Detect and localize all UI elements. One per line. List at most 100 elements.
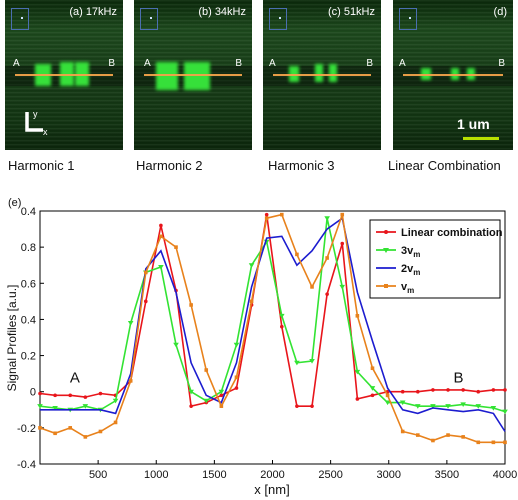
data-point [325, 256, 329, 260]
series-line-2 [40, 216, 506, 432]
data-point [143, 299, 148, 304]
data-point [219, 404, 224, 408]
data-point [446, 388, 450, 392]
y-axis-label: Signal Profiles [a.u.] [5, 285, 19, 392]
data-point [37, 404, 43, 409]
legend-box [369, 219, 501, 299]
inset-box [11, 8, 29, 30]
data-point [68, 426, 73, 430]
harmonic-label-2: Harmonic 2 [136, 158, 203, 173]
data-point [279, 313, 285, 319]
data-point [159, 234, 163, 239]
point-annotation: A [70, 370, 80, 387]
data-point [98, 391, 103, 396]
data-point [461, 435, 465, 439]
data-point [174, 245, 178, 249]
data-point [416, 389, 420, 394]
profile-line [273, 74, 371, 76]
axis-x-glyph: x [43, 127, 48, 136]
data-point [325, 292, 329, 296]
point-a-label: A [144, 58, 151, 69]
data-point [461, 388, 465, 392]
x-tick-label: 3000 [377, 469, 401, 481]
data-point [203, 398, 210, 404]
profile-line [15, 74, 113, 76]
data-point [295, 252, 299, 257]
y-tick-label: 0.2 [21, 351, 36, 363]
data-point [294, 360, 300, 366]
harmonic-label-linear: Linear Combination [388, 158, 501, 173]
legend-marker [383, 248, 389, 253]
data-point [385, 393, 390, 398]
data-point [98, 429, 103, 434]
data-point [234, 375, 239, 380]
data-point [503, 440, 507, 445]
data-point [52, 405, 58, 411]
data-point [83, 395, 88, 399]
data-point [431, 388, 435, 392]
point-a-label: A [399, 58, 406, 69]
data-point [248, 263, 255, 268]
legend-label: Linear combination [401, 227, 503, 239]
data-point [280, 324, 284, 329]
legend-label: 2vm [401, 263, 420, 277]
signal-profile-chart: (e) 500 1000 1500 2000 2500 3000 3500 4000 -0.4 -… [5, 197, 517, 497]
y-tick-label: 0.4 [21, 206, 36, 218]
inset-box [269, 8, 287, 30]
y-tick-label: -0.2 [17, 423, 36, 435]
inset-box [399, 8, 417, 30]
data-point [234, 386, 239, 390]
fluorescence-blob [329, 64, 337, 82]
data-point [310, 285, 314, 289]
data-point [431, 438, 435, 443]
data-point [340, 241, 345, 246]
data-point [204, 368, 209, 372]
profile-line [403, 74, 503, 76]
data-point [354, 369, 361, 375]
y-tick-label: 0.6 [21, 278, 36, 290]
data-point [384, 400, 391, 406]
data-point [310, 404, 314, 408]
data-point [219, 393, 224, 398]
point-b-label: B [235, 58, 242, 69]
data-point [188, 389, 194, 395]
data-point [491, 388, 496, 392]
panel-title: (d) [493, 6, 507, 18]
y-tick-label: 0.4 [21, 314, 36, 326]
data-point [400, 429, 405, 434]
data-point [446, 433, 450, 437]
legend-marker [384, 230, 388, 234]
point-b-label: B [108, 58, 115, 69]
x-tick-label: 4000 [493, 469, 517, 481]
scale-bar: 1 um [457, 116, 505, 140]
data-point [143, 270, 148, 275]
data-point [53, 393, 57, 398]
series-line-0 [39, 214, 505, 408]
data-point [355, 314, 360, 318]
x-tick-label: 2500 [318, 469, 342, 481]
data-point [128, 379, 133, 383]
panel-title: (c) 51kHz [327, 6, 375, 18]
point-a-label: A [269, 58, 276, 69]
microscopy-panel-c: (c) 51kHz A B [263, 0, 381, 150]
data-point [295, 404, 299, 408]
data-point [218, 389, 225, 395]
point-annotation: B [453, 370, 463, 387]
y-tick-label: -0.4 [17, 459, 36, 471]
data-point [68, 393, 73, 398]
x-tick-label: 500 [89, 469, 107, 481]
data-point [370, 366, 375, 371]
data-point [38, 426, 42, 430]
data-point [491, 440, 496, 445]
data-point [309, 358, 315, 364]
chart-legend: Linear combination 3vm 2vm vm [369, 219, 503, 299]
data-point [233, 342, 240, 348]
data-point [280, 212, 284, 217]
data-point [264, 216, 269, 221]
scale-bar-line [463, 137, 499, 140]
data-point [416, 433, 420, 437]
data-point [475, 404, 482, 409]
axes-icon: y x [25, 109, 48, 136]
data-point [159, 223, 163, 228]
harmonic-label-1: Harmonic 1 [8, 158, 75, 173]
